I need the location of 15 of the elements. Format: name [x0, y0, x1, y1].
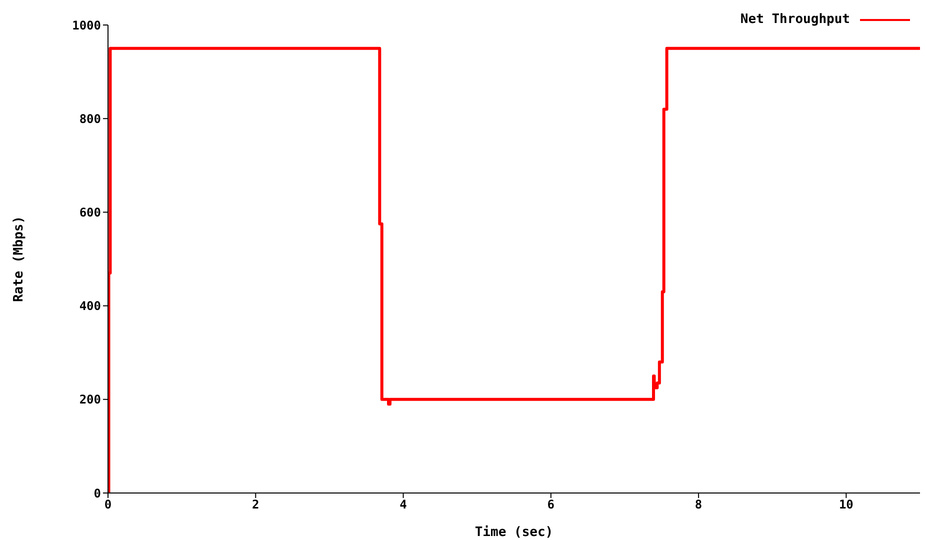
y-tick-label: 800: [79, 112, 101, 126]
y-tick-label: 400: [79, 299, 101, 314]
x-tick-label: 0: [104, 498, 112, 512]
x-tick-label: 2: [252, 498, 260, 512]
y-tick-label: 600: [79, 205, 101, 220]
x-tick-label: 4: [400, 498, 407, 512]
y-axis-title: Rate (Mbps): [12, 216, 27, 302]
x-tick-label: 6: [547, 498, 555, 512]
y-tick-label: 1000: [72, 18, 101, 32]
legend-label: Net Throughput: [740, 12, 850, 27]
x-axis-title: Time (sec): [474, 525, 554, 540]
y-tick-label: 0: [94, 486, 101, 500]
x-tick-label: 10: [838, 498, 854, 512]
y-tick-label: 200: [79, 392, 101, 407]
x-tick-label: 8: [694, 498, 702, 512]
